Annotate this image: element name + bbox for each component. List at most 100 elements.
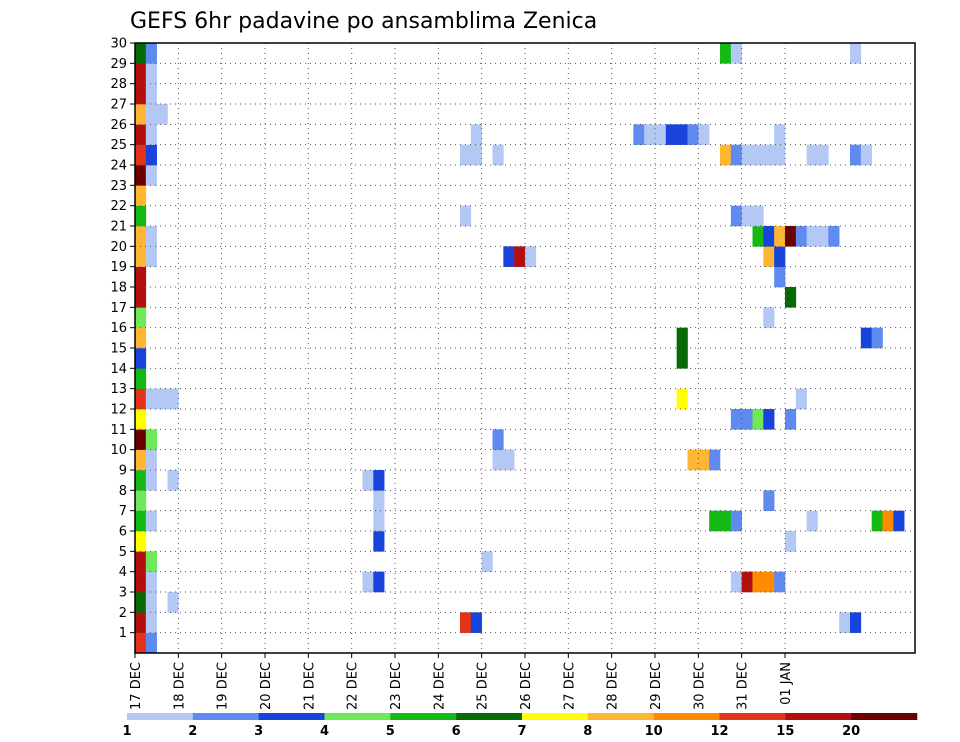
heatmap-cell (655, 124, 667, 145)
y-tick-label: 14 (110, 362, 127, 377)
heatmap-cell (362, 571, 374, 593)
heatmap-cell (145, 165, 157, 186)
heatmap-cell (135, 185, 147, 206)
heatmap-cell (373, 510, 385, 532)
heatmap-cell (752, 205, 764, 227)
heatmap-cell (135, 348, 147, 369)
heatmap-cell (145, 632, 157, 654)
colorbar-swatch (127, 713, 194, 720)
heatmap-cell (676, 124, 688, 145)
heatmap-cell (145, 104, 157, 125)
x-tick-label: 18 DEC (172, 662, 187, 710)
heatmap-cell (492, 144, 504, 166)
colorbar-swatch (587, 713, 654, 720)
heatmap-cell (730, 205, 742, 227)
heatmap-cell (145, 470, 157, 491)
heatmap-cell (135, 307, 147, 328)
heatmap-cell (806, 226, 818, 247)
y-tick-label: 22 (110, 199, 127, 214)
heatmap-cell (741, 409, 753, 430)
heatmap-cell (373, 571, 385, 593)
heatmap-cell (373, 490, 385, 511)
heatmap-cell (460, 205, 472, 227)
x-tick-label: 19 DEC (216, 662, 231, 710)
heatmap-cell (763, 490, 775, 511)
heatmap-cell (785, 226, 797, 247)
heatmap-cell (795, 388, 807, 410)
x-tick-label: 31 DEC (736, 662, 751, 710)
heatmap-cell (730, 144, 742, 166)
colorbar-label: 3 (254, 724, 263, 739)
heatmap-cell (741, 144, 753, 166)
y-tick-label: 6 (119, 525, 127, 540)
heatmap-cell (135, 388, 147, 410)
heatmap-cell (676, 327, 688, 349)
colorbar-label: 1 (122, 724, 131, 739)
heatmap-cell (763, 409, 775, 430)
heatmap-cell (145, 63, 157, 84)
x-tick-label: 30 DEC (692, 662, 707, 710)
heatmap-cell (730, 571, 742, 593)
x-tick-label: 01 JAN (779, 662, 794, 705)
heatmap-cell (687, 124, 699, 145)
y-tick-label: 18 (110, 281, 127, 296)
heatmap-cell (470, 124, 482, 145)
heatmap-cell (709, 510, 721, 532)
colorbar-legend: 1 2 3 4 5 6 7 8 10 12 15 20 (122, 713, 918, 739)
heatmap-cell (774, 226, 786, 247)
colorbar-label: 10 (645, 724, 663, 739)
y-tick-label: 29 (110, 57, 127, 72)
heatmap-cells (135, 43, 905, 654)
heatmap-cell (720, 43, 732, 64)
heatmap-cell (481, 551, 493, 572)
heatmap-cell (730, 43, 742, 64)
heatmap-cell (145, 551, 157, 572)
heatmap-cell (470, 612, 482, 633)
heatmap-cell (871, 327, 883, 349)
heatmap-cell (156, 104, 168, 125)
heatmap-cell (135, 246, 147, 267)
colorbar-swatch (390, 713, 457, 720)
heatmap-cell (167, 388, 179, 410)
heatmap-cell (720, 510, 732, 532)
heatmap-cell (730, 510, 742, 532)
y-tick-label: 23 (110, 179, 127, 194)
y-tick-label: 24 (110, 159, 127, 174)
x-tick-label: 17 DEC (129, 662, 144, 710)
x-tick-label: 20 DEC (259, 662, 274, 710)
y-tick-label: 28 (110, 77, 127, 92)
heatmap-cell (135, 510, 147, 532)
colorbar-label: 6 (452, 724, 461, 739)
y-tick-label: 27 (110, 98, 127, 113)
grid-lines (135, 43, 915, 653)
heatmap-cell (460, 612, 472, 633)
x-tick-label: 23 DEC (389, 662, 404, 710)
x-tick-label: 29 DEC (649, 662, 664, 710)
heatmap-cell (373, 470, 385, 491)
heatmap-cell (860, 144, 872, 166)
heatmap-cell (774, 124, 786, 145)
heatmap-cell (470, 144, 482, 166)
heatmap-cell (525, 246, 537, 267)
heatmap-cell (741, 571, 753, 593)
x-tick-label: 26 DEC (519, 662, 534, 710)
y-tick-label: 3 (119, 586, 127, 601)
y-tick-label: 2 (119, 606, 127, 621)
heatmap-cell (135, 63, 147, 84)
heatmap-cell (145, 510, 157, 532)
colorbar-label: 5 (386, 724, 395, 739)
heatmap-cell (373, 531, 385, 552)
heatmap-cell (135, 470, 147, 491)
heatmap-cell (135, 409, 147, 430)
heatmap-cell (806, 510, 818, 532)
x-tick-label: 21 DEC (302, 662, 317, 710)
heatmap-cell (752, 226, 764, 247)
colorbar-label: 7 (517, 724, 526, 739)
y-tick-label: 15 (110, 342, 127, 357)
heatmap-cell (145, 571, 157, 593)
heatmap-cell (135, 490, 147, 511)
colorbar-label: 4 (320, 724, 329, 739)
colorbar-swatch (258, 713, 325, 720)
colorbar-label: 2 (188, 724, 197, 739)
